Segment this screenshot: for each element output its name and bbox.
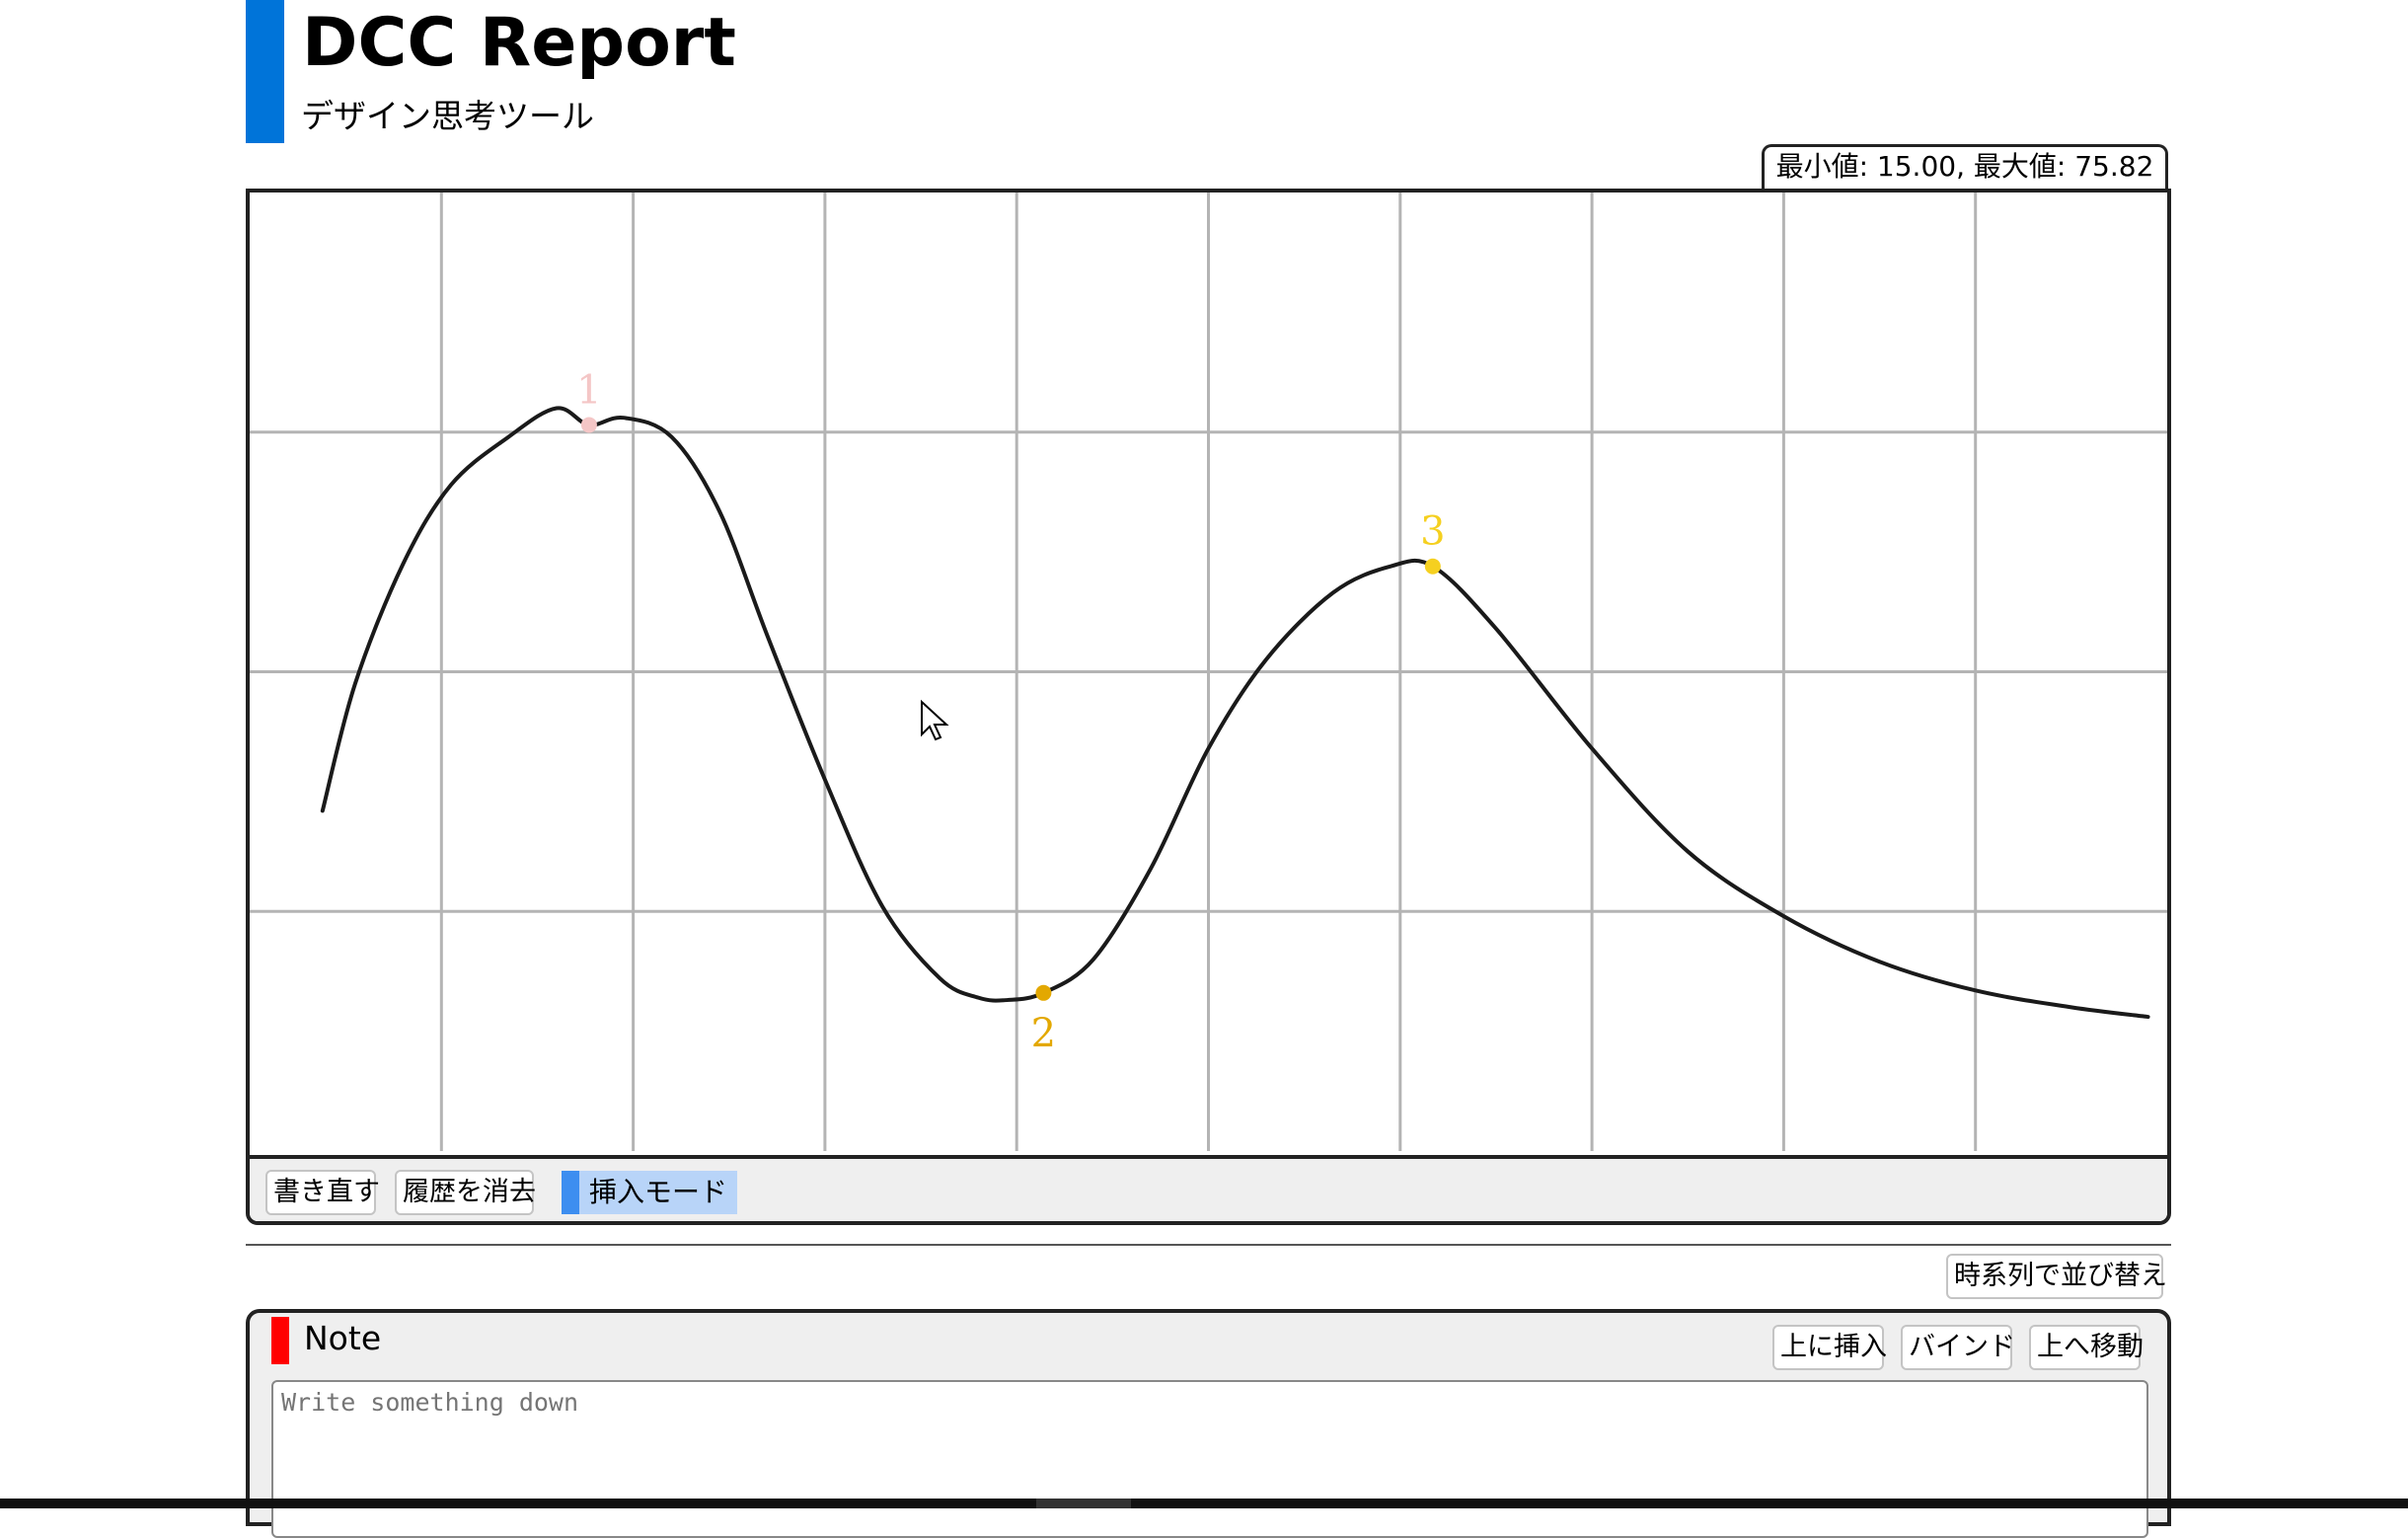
drawing-canvas[interactable]: 1 2 3 書き直す 履歴を消去 挿入モード [246,189,2171,1225]
app-title: DCC Report [302,4,736,82]
cursor-icon [921,699,949,741]
note-textarea[interactable] [271,1380,2148,1538]
bottom-scrollbar [0,1499,2408,1508]
insert-above-button[interactable]: 上に挿入 [1772,1325,1887,1370]
scrollbar-thumb[interactable] [1036,1499,1131,1508]
marker-label: 3 [1420,509,1445,555]
range-readout: 最小値: 15.00, 最大値: 75.82 [1762,144,2168,189]
marker-label: 1 [576,367,601,413]
drawn-curve [320,406,2150,1020]
sort-chronological-button[interactable]: 時系列で並び替え [1946,1254,2167,1299]
mode-indicator [562,1171,579,1214]
point-marker [1424,558,1441,575]
note-title: Note [304,1319,382,1357]
note-color-marker [271,1317,289,1364]
clear-history-button[interactable]: 履歴を消去 [395,1170,536,1215]
redraw-button[interactable]: 書き直す [265,1170,380,1215]
move-up-button[interactable]: 上へ移動 [2029,1325,2144,1370]
header-accent-bar [246,0,284,143]
curve-chart[interactable]: 1 2 3 [250,192,2167,1151]
app-subtitle: デザイン思考ツール [301,97,594,135]
insert-mode-toggle[interactable]: 挿入モード [562,1171,737,1214]
bind-button[interactable]: バインド [1901,1325,2015,1370]
note-card: Note 上に挿入 バインド 上へ移動 [246,1309,2171,1538]
point-marker [580,417,597,433]
point-marker [1035,984,1052,1001]
marker-label: 2 [1031,1011,1056,1056]
insert-mode-label: 挿入モード [589,1176,728,1208]
section-divider [246,1244,2171,1246]
canvas-controls: 書き直す 履歴を消去 挿入モード [250,1155,2167,1221]
